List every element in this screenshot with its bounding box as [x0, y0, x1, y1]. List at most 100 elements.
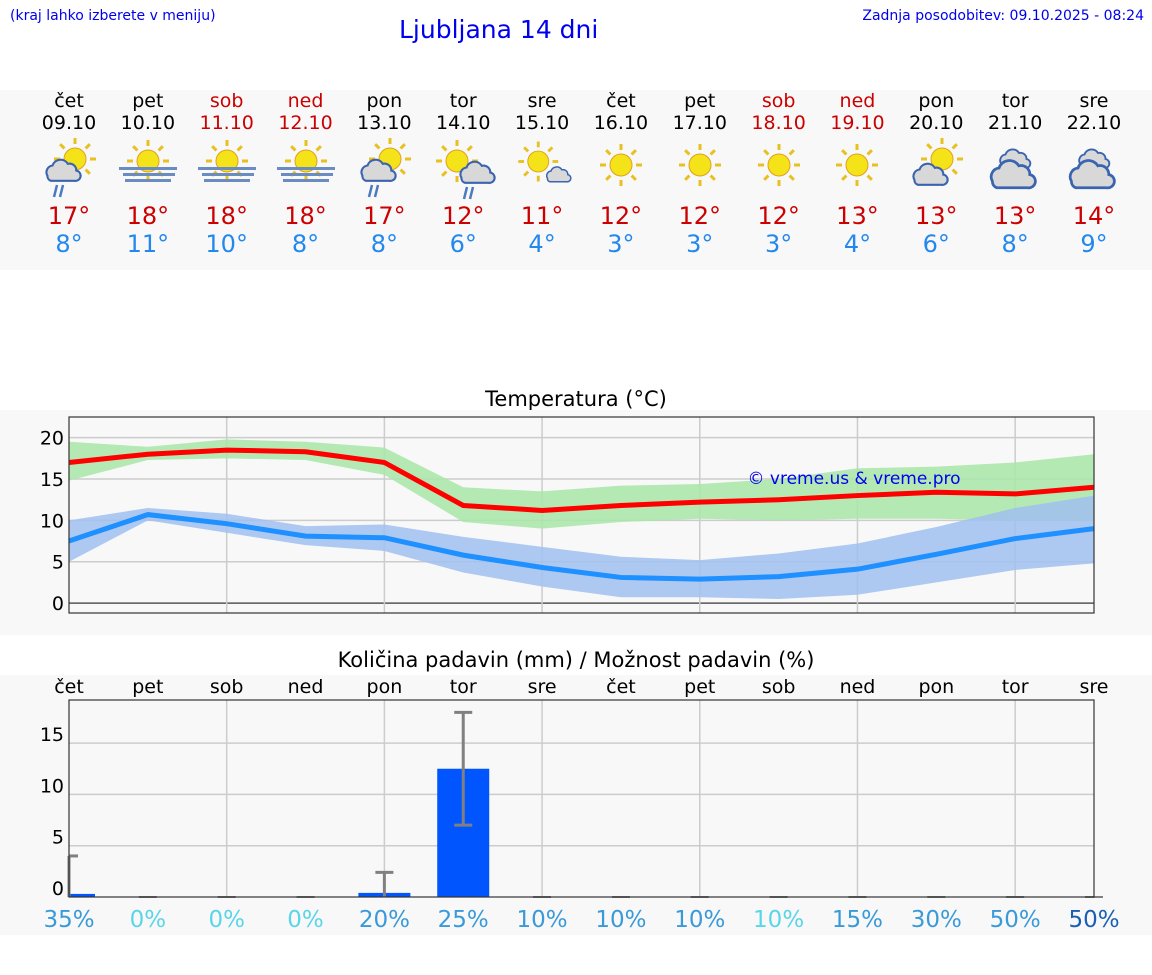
sun-fog-icon: [108, 134, 188, 202]
range-band: [69, 439, 1094, 529]
day-date: 11.10: [199, 112, 254, 134]
day-column: čet 09.10 17° 8°: [29, 90, 109, 258]
sun-fog-icon: [266, 134, 346, 202]
max-temp: 11°: [520, 202, 564, 230]
precip-probability: 20%: [359, 907, 410, 933]
max-temp: 12°: [678, 202, 722, 230]
x-category-label: pon: [367, 676, 403, 698]
min-temp: 6°: [922, 230, 950, 258]
max-temp: 12°: [757, 202, 800, 230]
plot-frame: [68, 416, 1095, 614]
max-temp: 12°: [441, 202, 485, 230]
x-category-label: pon: [918, 676, 954, 698]
day-name: čet: [54, 90, 84, 112]
min-temp: 8°: [55, 230, 83, 258]
day-column: sob 18.10 12° 3°: [739, 90, 819, 258]
precip-probability: 10%: [753, 907, 804, 933]
watermark: © vreme.us & vreme.pro: [747, 469, 960, 489]
day-column: čet 16.10 12° 3°: [581, 90, 661, 258]
precip-probability: 10%: [674, 907, 725, 933]
min-temp: 8°: [291, 230, 320, 258]
day-date: 18.10: [751, 112, 806, 134]
day-name: pet: [132, 90, 164, 112]
day-date: 16.10: [593, 112, 649, 134]
sun-small-cloud-icon: [502, 134, 582, 202]
precip-probability: 0%: [208, 907, 245, 933]
x-category-label: sre: [1080, 676, 1109, 698]
x-category-label: pet: [132, 676, 163, 698]
day-name: sre: [527, 90, 557, 112]
max-temp: 17°: [363, 202, 406, 230]
day-date: 13.10: [357, 112, 412, 134]
day-date: 21.10: [987, 112, 1043, 134]
day-name: ned: [839, 90, 876, 112]
sun-cloud-rain-icon: [423, 134, 503, 202]
series-line: [68, 512, 1095, 582]
min-temp: 9°: [1080, 230, 1108, 258]
x-category-label: čet: [54, 676, 84, 698]
day-name: čet: [606, 90, 636, 112]
precip-probability: 10%: [595, 907, 646, 933]
precip-probability: 50%: [990, 907, 1041, 933]
x-category-label: pet: [684, 676, 715, 698]
precip-probability: 15%: [832, 907, 883, 933]
y-tick-label: 5: [52, 827, 64, 849]
y-tick-label: 0: [52, 593, 64, 615]
day-name: sob: [209, 90, 244, 112]
y-tick-label: 10: [40, 510, 64, 532]
sun-icon: [739, 134, 819, 202]
min-temp: 3°: [607, 230, 635, 258]
precip-probability: 25%: [438, 907, 489, 933]
max-temp: 13°: [836, 202, 879, 230]
temperature-chart-title: Temperatura (°C): [485, 387, 667, 411]
min-temp: 8°: [370, 230, 399, 258]
min-temp: 10°: [205, 230, 248, 258]
x-category-label: ned: [288, 676, 324, 698]
plot-frame: [68, 699, 1095, 898]
day-date: 15.10: [514, 112, 570, 134]
sun-fog-icon: [187, 134, 267, 202]
x-category-label: sre: [528, 676, 557, 698]
day-date: 17.10: [672, 112, 727, 134]
day-column: pet 17.10 12° 3°: [660, 90, 740, 258]
min-temp: 11°: [126, 230, 170, 258]
precip-probability: 0%: [287, 907, 324, 933]
min-temp: 3°: [764, 230, 793, 258]
day-date: 09.10: [41, 112, 97, 134]
day-column: pon 13.10 17° 8°: [344, 90, 424, 258]
y-tick-label: 10: [40, 775, 64, 797]
day-column: pet 10.10 18° 11°: [108, 90, 188, 258]
day-column: sre 15.10 11° 4°: [502, 90, 582, 258]
day-name: pon: [918, 90, 955, 112]
day-date: 10.10: [120, 112, 176, 134]
max-temp: 18°: [284, 202, 327, 230]
overcast-icon: [1054, 134, 1134, 202]
day-column: tor 21.10 13° 8°: [975, 90, 1055, 258]
min-temp: 8°: [1001, 230, 1029, 258]
min-temp: 4°: [528, 230, 556, 258]
sun-icon: [817, 134, 897, 202]
min-temp: 6°: [449, 230, 477, 258]
day-column: ned 19.10 13° 4°: [817, 90, 897, 258]
day-column: ned 12.10 18° 8°: [266, 90, 346, 258]
precip-probability: 0%: [130, 907, 167, 933]
day-name: tor: [1001, 90, 1029, 112]
location-menu-hint: (kraj lahko izberete v meniju): [10, 8, 216, 24]
x-category-label: tor: [1002, 676, 1029, 698]
day-date: 12.10: [278, 112, 333, 134]
precipitation-chart-title: Količina padavin (mm) / Možnost padavin …: [337, 648, 815, 672]
sun-icon: [660, 134, 740, 202]
max-temp: 18°: [205, 202, 248, 230]
max-temp: 18°: [126, 202, 170, 230]
day-date: 20.10: [909, 112, 964, 134]
day-column: sre 22.10 14° 9°: [1054, 90, 1134, 258]
day-name: pet: [684, 90, 716, 112]
day-name: tor: [449, 90, 477, 112]
x-category-label: sob: [210, 676, 244, 698]
y-tick-label: 20: [40, 428, 64, 450]
x-category-label: ned: [840, 676, 876, 698]
max-temp: 13°: [915, 202, 958, 230]
max-temp: 12°: [599, 202, 643, 230]
x-category-label: sob: [762, 676, 796, 698]
